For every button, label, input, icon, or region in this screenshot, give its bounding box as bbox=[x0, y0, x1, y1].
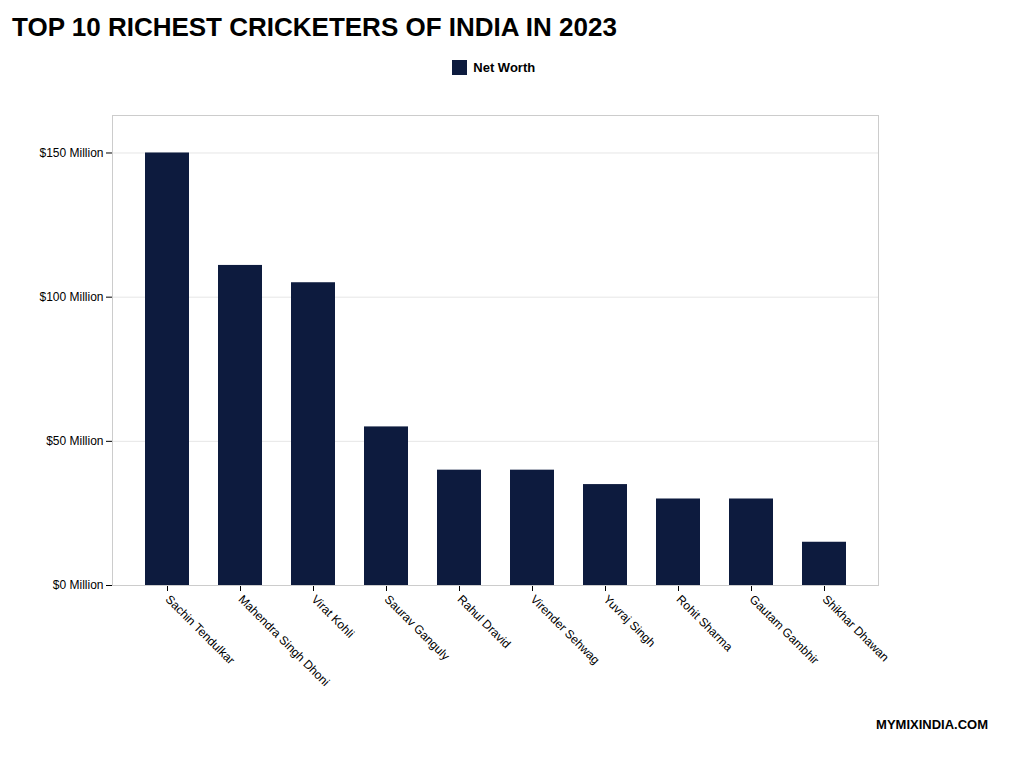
html-text:Net Worth: Net Worth bbox=[473, 60, 536, 75]
svg-text:Virat Kohli: Virat Kohli bbox=[309, 592, 357, 640]
svg-text:Rahul Dravid: Rahul Dravid bbox=[455, 592, 514, 651]
html-text:MYMIXINDIA.COM: MYMIXINDIA.COM bbox=[876, 716, 988, 732]
svg-text:Virender Sehwag: Virender Sehwag bbox=[528, 592, 603, 667]
svg-text:Gautam Gambhir: Gautam Gambhir bbox=[747, 592, 822, 667]
svg-text:Mahendra Singh Dhoni: Mahendra Singh Dhoni bbox=[235, 591, 333, 689]
svg-text:Yuvraj Singh: Yuvraj Singh bbox=[601, 592, 659, 650]
svg-text:$100 Million: $100 Million bbox=[39, 289, 103, 303]
html-text:TOP 10 RICHEST CRICKETERS OF I: TOP 10 RICHEST CRICKETERS OF INDIA IN 20… bbox=[12, 12, 617, 42]
svg-text:Shikhar Dhawan: Shikhar Dhawan bbox=[820, 592, 892, 664]
svg-text:Saurav Ganguly: Saurav Ganguly bbox=[382, 592, 453, 663]
svg-text:Rohit Sharma: Rohit Sharma bbox=[674, 592, 736, 654]
svg-text:$150 Million: $150 Million bbox=[39, 145, 103, 159]
svg-text:$0 Million: $0 Million bbox=[53, 578, 104, 592]
svg-text:Sachin Tendulkar: Sachin Tendulkar bbox=[163, 592, 238, 667]
svg-text:$50 Million: $50 Million bbox=[46, 434, 103, 448]
